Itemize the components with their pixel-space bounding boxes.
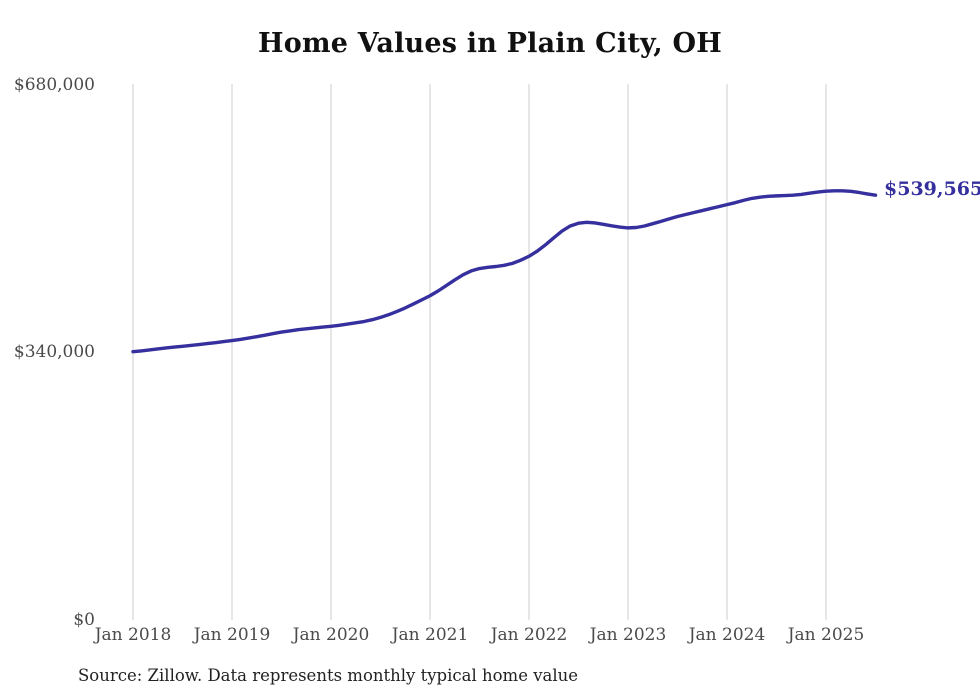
- x-tick-label-jan-2024: Jan 2024: [688, 625, 766, 645]
- x-tick-label-jan-2020: Jan 2020: [292, 625, 370, 645]
- y-tick-label-0: $0: [73, 610, 95, 630]
- x-tick-label-jan-2025: Jan 2025: [787, 625, 865, 645]
- source-note: Source: Zillow. Data represents monthly …: [78, 666, 579, 685]
- x-tick-label-jan-2022: Jan 2022: [490, 625, 568, 645]
- x-tick-label-jan-2018: Jan 2018: [94, 625, 172, 645]
- x-tick-label-jan-2021: Jan 2021: [391, 625, 469, 645]
- y-tick-label-340000: $340,000: [13, 342, 95, 362]
- home-value-line: [131, 189, 878, 354]
- end-value-label: $539,565: [884, 178, 980, 200]
- y-tick-label-680000: $680,000: [13, 75, 95, 95]
- chart-title: Home Values in Plain City, OH: [258, 28, 722, 59]
- x-tick-label-jan-2019: Jan 2019: [193, 625, 271, 645]
- x-tick-label-jan-2023: Jan 2023: [589, 625, 667, 645]
- gridlines: [132, 84, 827, 620]
